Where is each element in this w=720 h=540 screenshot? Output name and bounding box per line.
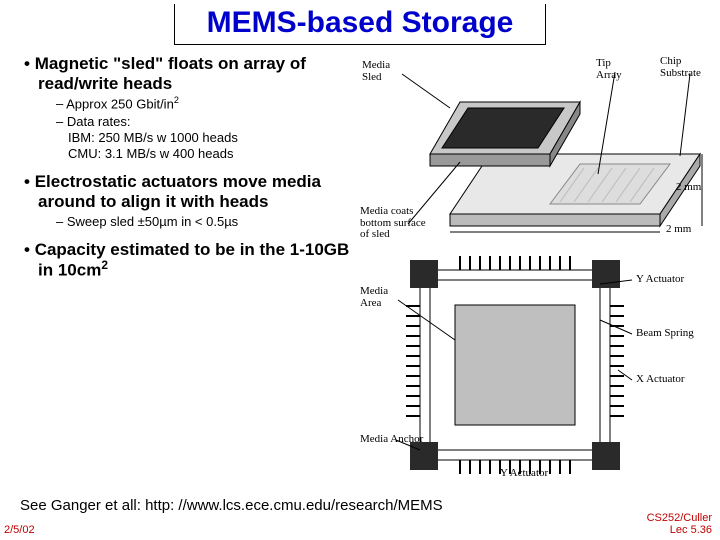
bullet-content: Magnetic "sled" floats on array of read/… [24, 54, 354, 283]
label-media-sled: MediaSled [362, 60, 390, 83]
label-tip-array: TipArray [596, 58, 622, 81]
label-chip-substrate: ChipSubstrate [660, 56, 701, 79]
footer-reference: See Ganger et all: http: //www.lcs.ece.c… [20, 497, 443, 514]
label-y-actuator-2: Y Actuator [500, 468, 548, 480]
figure-sled: MediaSled TipArray ChipSubstrate 2 mm 2 … [360, 54, 710, 244]
bullet-2: Electrostatic actuators move media aroun… [24, 172, 354, 211]
figure-actuator: MediaArea Y Actuator Beam Spring X Actua… [360, 250, 710, 480]
bullet-1-sub-2: Data rates: IBM: 250 MB/s w 1000 heads C… [56, 114, 354, 163]
label-media-area: MediaArea [360, 286, 388, 309]
bullet-3: Capacity estimated to be in the 1-10GB i… [24, 240, 354, 281]
label-media-anchor: Media Anchor [360, 434, 423, 446]
bullet-1-sub-1: Approx 250 Gbit/in2 [56, 95, 354, 113]
label-y-actuator: Y Actuator [636, 274, 684, 286]
label-beam-spring: Beam Spring [636, 328, 694, 340]
label-x-actuator: X Actuator [636, 374, 685, 386]
bullet-2-sub-1: Sweep sled ±50µm in < 0.5µs [56, 214, 354, 230]
slide-title: MEMS-based Storage [174, 4, 547, 45]
bullet-1: Magnetic "sled" floats on array of read/… [24, 54, 354, 93]
course-footer: CS252/CullerLec 5.36 [647, 512, 712, 536]
label-dim-w: 2 mm [666, 224, 691, 236]
label-dim-h: 2 mm [676, 182, 701, 194]
slide-date: 2/5/02 [4, 524, 35, 536]
label-media-coats: Media coatsbottom surfaceof sled [360, 206, 426, 241]
